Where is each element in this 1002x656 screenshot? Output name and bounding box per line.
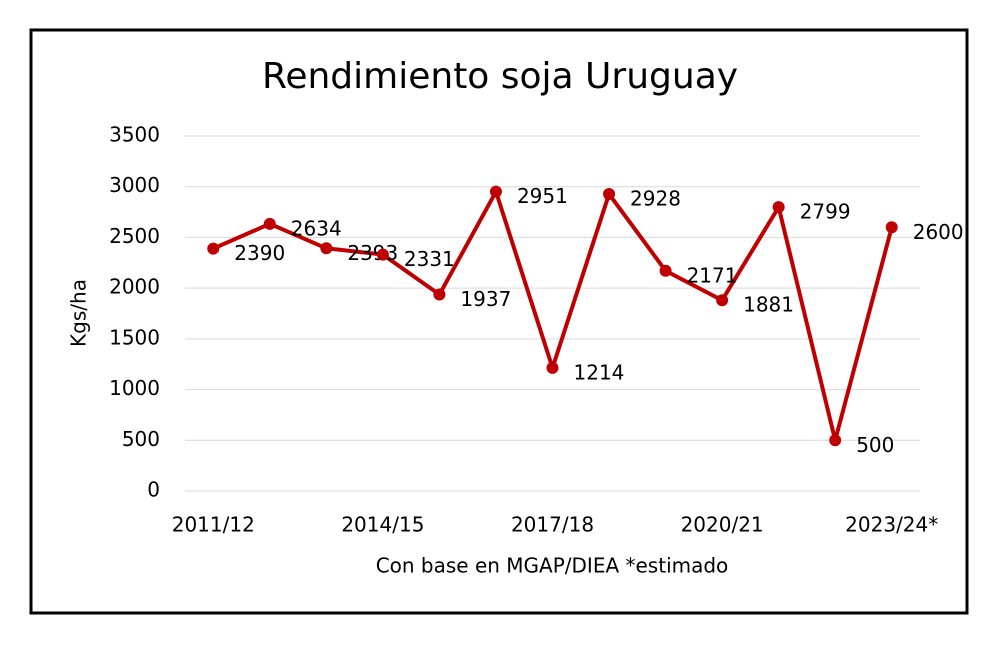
x-axis-title: Con base en MGAP/DIEA *estimado xyxy=(376,554,729,578)
y-tick-label: 2000 xyxy=(109,275,160,299)
y-tick-label: 2500 xyxy=(109,224,160,248)
chart-border xyxy=(29,28,969,615)
data-label: 2634 xyxy=(291,216,342,240)
point xyxy=(376,248,389,261)
data-label: 2390 xyxy=(234,241,285,265)
point xyxy=(716,294,729,307)
data-label: 1881 xyxy=(743,293,794,317)
x-tick-label: 2020/21 xyxy=(681,513,764,537)
point xyxy=(320,242,333,255)
x-tick-label: 2011/12 xyxy=(172,513,255,537)
point xyxy=(546,361,559,374)
data-label: 2928 xyxy=(630,187,681,211)
y-tick-label: 500 xyxy=(122,427,160,451)
point xyxy=(433,288,446,301)
y-tick-label: 1000 xyxy=(109,376,160,400)
data-label: 2600 xyxy=(913,220,964,244)
data-label: 1937 xyxy=(460,287,511,311)
point xyxy=(603,188,616,201)
data-label: 2393 xyxy=(347,241,398,265)
y-tick-label: 3500 xyxy=(109,123,160,147)
point xyxy=(659,264,672,277)
y-tick-label: 3000 xyxy=(109,173,160,197)
y-tick-label: 0 xyxy=(147,478,160,502)
y-axis-title: Kgs/ha xyxy=(67,279,91,347)
data-label: 2799 xyxy=(800,200,851,224)
point xyxy=(829,434,842,447)
point xyxy=(885,221,898,234)
data-label: 2951 xyxy=(517,184,568,208)
chart-title: Rendimiento soja Uruguay xyxy=(262,56,738,97)
data-label: 1214 xyxy=(574,360,625,384)
x-tick-label: 2014/15 xyxy=(341,513,424,537)
point xyxy=(772,201,785,214)
y-tick-label: 1500 xyxy=(109,325,160,349)
data-label: 2331 xyxy=(404,247,455,271)
data-label: 500 xyxy=(856,433,894,457)
x-tick-label: 2023/24* xyxy=(845,513,938,537)
x-tick-label: 2017/18 xyxy=(511,513,594,537)
point xyxy=(207,242,220,255)
point xyxy=(489,185,502,198)
point xyxy=(263,217,276,230)
data-label: 2171 xyxy=(687,263,738,287)
